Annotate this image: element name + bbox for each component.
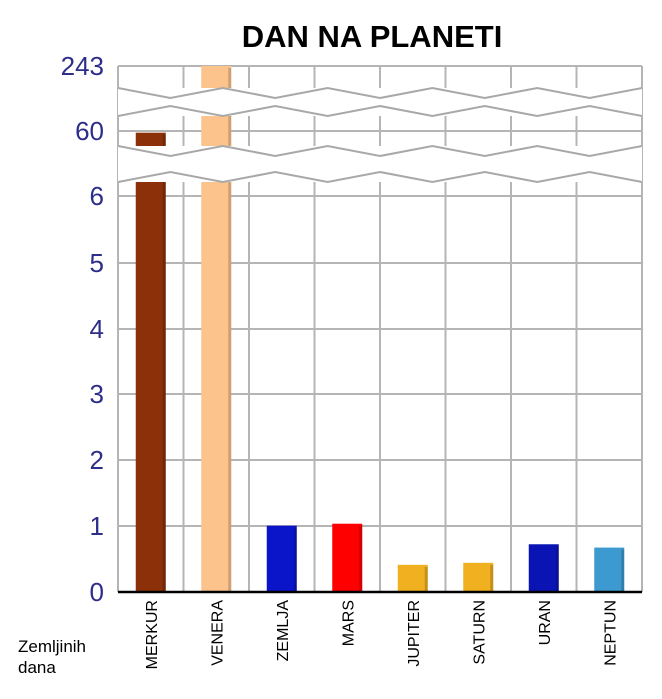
y-ticks: 0 1 2 3 4 5 6 60 243 — [61, 51, 104, 607]
axis-break-upper-edge-top — [117, 86, 643, 100]
bar-saturn — [463, 562, 494, 592]
y-tick-label: 2 — [90, 445, 104, 475]
y-tick-label: 1 — [90, 511, 104, 541]
axis-break-lower-edge-top — [117, 144, 643, 158]
x-tick-label: SATURN — [471, 600, 488, 665]
y-tick-label: 243 — [61, 51, 104, 81]
y-tick-label: 3 — [90, 379, 104, 409]
chart-title: DAN NA PLANETI — [242, 19, 503, 54]
x-tick-label: NEPTUN — [602, 600, 619, 666]
axis-breaks — [117, 86, 643, 594]
bar-shade-merkur — [162, 134, 166, 592]
unit-label-line2: dana — [18, 658, 56, 677]
axis-break-lower — [118, 146, 642, 182]
bar-shade-neptun — [621, 549, 625, 592]
grid — [117, 65, 643, 593]
bar-shade-uran — [555, 546, 559, 592]
bar-jupiter — [397, 564, 428, 592]
x-tick-label: VENERA — [209, 600, 226, 666]
bar-shade-zemlja — [293, 527, 297, 592]
unit-label-line1: Zemljinih — [18, 637, 86, 656]
x-tick-label: MERKUR — [144, 600, 161, 669]
x-tick-label: JUPITER — [406, 600, 423, 667]
axis-break-lower-edge-bottom — [117, 170, 643, 184]
bar-shade-venera — [228, 68, 232, 592]
bar-mars — [332, 523, 363, 592]
x-tick-label: ZEMLJA — [275, 600, 292, 662]
bar-merkur — [135, 132, 166, 592]
x-tick-label: MARS — [340, 600, 357, 646]
bar-shade-mars — [359, 525, 363, 592]
y-tick-label: 60 — [75, 116, 104, 146]
axis-break-upper-edge-bottom — [117, 104, 643, 118]
bar-uran — [528, 544, 559, 592]
axis-break-upper — [118, 88, 642, 116]
y-tick-label: 4 — [90, 314, 104, 344]
bar-zemlja — [266, 525, 297, 592]
bar-shade-saturn — [490, 564, 494, 592]
y-tick-label: 6 — [90, 181, 104, 211]
bar-neptun — [594, 547, 625, 592]
x-tick-label: URAN — [537, 600, 554, 645]
y-tick-label: 5 — [90, 248, 104, 278]
y-tick-label: 0 — [90, 577, 104, 607]
bar-shade-jupiter — [424, 566, 428, 592]
bar-venera — [201, 66, 232, 592]
x-ticks: MERKUR VENERA ZEMLJA MARS JUPITER SATURN URAN N… — [144, 600, 620, 670]
